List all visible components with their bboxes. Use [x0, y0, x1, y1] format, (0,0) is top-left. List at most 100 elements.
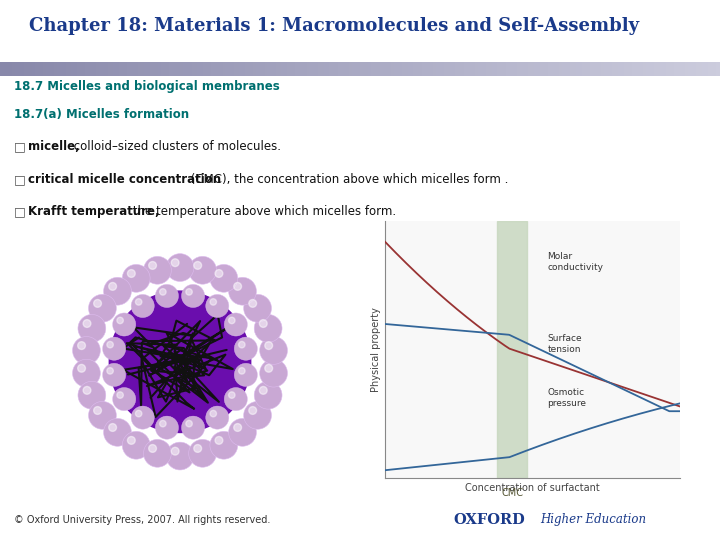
Circle shape — [102, 363, 126, 387]
Circle shape — [112, 313, 135, 336]
Circle shape — [104, 418, 132, 446]
Circle shape — [107, 368, 113, 374]
Circle shape — [228, 278, 256, 305]
Circle shape — [83, 387, 91, 394]
Text: 18.7(a) Micelles formation: 18.7(a) Micelles formation — [14, 108, 189, 121]
Text: Surface
tension: Surface tension — [548, 334, 582, 354]
Circle shape — [254, 381, 282, 409]
Text: critical micelle concentration: critical micelle concentration — [28, 173, 221, 186]
Circle shape — [149, 444, 156, 453]
Circle shape — [160, 421, 166, 427]
Text: (CMC), the concentration above which micelles form .: (CMC), the concentration above which mic… — [187, 173, 508, 186]
Circle shape — [78, 342, 86, 349]
Circle shape — [249, 300, 256, 307]
Circle shape — [234, 423, 241, 431]
Circle shape — [117, 392, 123, 399]
Circle shape — [102, 337, 126, 360]
Circle shape — [234, 363, 258, 387]
Circle shape — [243, 401, 271, 429]
Circle shape — [122, 265, 150, 292]
Circle shape — [78, 381, 106, 409]
Circle shape — [104, 278, 132, 305]
Circle shape — [78, 364, 86, 372]
Text: colloid–sized clusters of molecules.: colloid–sized clusters of molecules. — [71, 140, 282, 153]
Circle shape — [112, 388, 135, 410]
Circle shape — [265, 342, 273, 349]
X-axis label: Concentration of surfactant: Concentration of surfactant — [465, 483, 600, 494]
Text: CMC: CMC — [501, 488, 523, 498]
Circle shape — [210, 431, 238, 459]
Text: Krafft temperature,: Krafft temperature, — [28, 205, 160, 218]
Circle shape — [127, 269, 135, 278]
Circle shape — [83, 320, 91, 327]
Circle shape — [78, 314, 106, 342]
Circle shape — [143, 256, 171, 284]
Circle shape — [131, 294, 154, 318]
Text: Higher Education: Higher Education — [540, 514, 646, 526]
Circle shape — [228, 317, 235, 323]
Circle shape — [189, 440, 217, 467]
Circle shape — [181, 416, 204, 439]
Circle shape — [171, 259, 179, 267]
Circle shape — [206, 406, 229, 429]
Circle shape — [234, 337, 258, 360]
Circle shape — [73, 336, 100, 365]
Circle shape — [156, 285, 179, 307]
Text: Molar
conductivity: Molar conductivity — [548, 252, 603, 272]
Circle shape — [127, 436, 135, 444]
Circle shape — [225, 313, 248, 336]
Circle shape — [259, 320, 267, 327]
Circle shape — [189, 256, 217, 284]
Circle shape — [243, 294, 271, 322]
Circle shape — [107, 341, 113, 348]
Circle shape — [210, 299, 217, 305]
Y-axis label: Physical property: Physical property — [371, 307, 381, 392]
Circle shape — [156, 416, 179, 439]
Circle shape — [206, 294, 229, 318]
Circle shape — [160, 289, 166, 295]
Circle shape — [135, 299, 142, 305]
Circle shape — [89, 401, 117, 429]
Circle shape — [181, 285, 204, 307]
Circle shape — [94, 407, 102, 414]
Circle shape — [131, 406, 154, 429]
Circle shape — [210, 265, 238, 292]
Circle shape — [225, 388, 248, 410]
Circle shape — [73, 359, 100, 387]
Circle shape — [259, 387, 267, 394]
Circle shape — [135, 410, 142, 417]
Circle shape — [122, 431, 150, 459]
Circle shape — [109, 423, 117, 431]
Circle shape — [186, 421, 192, 427]
Circle shape — [238, 341, 245, 348]
Circle shape — [260, 359, 287, 387]
Circle shape — [171, 447, 179, 455]
Circle shape — [149, 261, 156, 269]
Circle shape — [238, 368, 245, 374]
Text: © Oxford University Press, 2007. All rights reserved.: © Oxford University Press, 2007. All rig… — [14, 515, 271, 525]
Text: □: □ — [14, 140, 26, 153]
Text: the temperature above which micelles form.: the temperature above which micelles for… — [129, 205, 396, 218]
Circle shape — [89, 294, 117, 322]
Circle shape — [166, 254, 194, 281]
Circle shape — [143, 440, 171, 467]
Bar — [498, 221, 527, 478]
Text: 18.7 Micelles and biological membranes: 18.7 Micelles and biological membranes — [14, 80, 280, 93]
Circle shape — [194, 444, 202, 453]
Text: micelle,: micelle, — [28, 140, 80, 153]
Circle shape — [260, 336, 287, 365]
Text: Osmotic
pressure: Osmotic pressure — [548, 388, 587, 408]
Circle shape — [254, 314, 282, 342]
Circle shape — [228, 418, 256, 446]
Circle shape — [166, 442, 194, 470]
Text: Chapter 18: Materials 1: Macromolecules and Self-Assembly: Chapter 18: Materials 1: Macromolecules … — [29, 17, 639, 36]
Circle shape — [210, 410, 217, 417]
Circle shape — [265, 364, 273, 372]
Circle shape — [109, 291, 251, 433]
Text: OXFORD: OXFORD — [454, 513, 526, 527]
Text: □: □ — [14, 205, 26, 218]
Circle shape — [215, 436, 222, 444]
Text: □: □ — [14, 173, 26, 186]
Circle shape — [234, 282, 241, 291]
Circle shape — [109, 282, 117, 291]
